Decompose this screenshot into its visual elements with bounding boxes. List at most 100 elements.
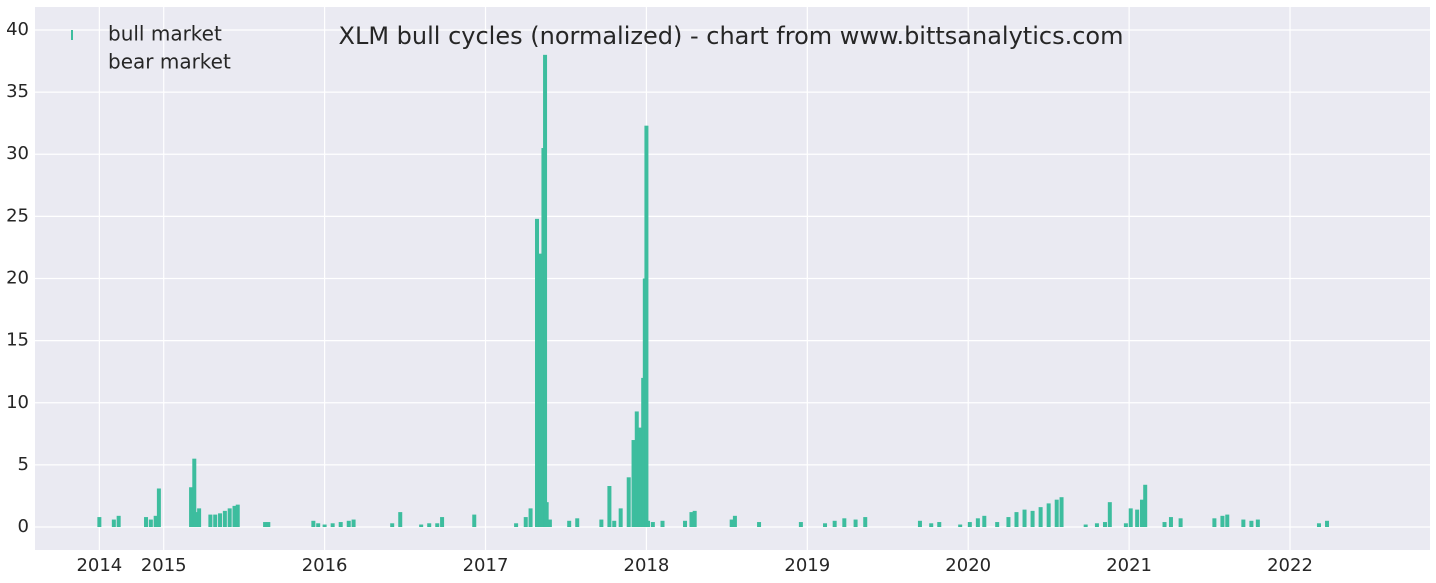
bar [646, 520, 651, 528]
bar [599, 519, 604, 528]
chart-title: XLM bull cycles (normalized) - chart fro… [339, 22, 1124, 50]
bar [193, 512, 198, 528]
bar [222, 510, 227, 528]
bar [618, 508, 623, 528]
y-tick-label: 25 [6, 205, 29, 226]
bar [1030, 510, 1035, 528]
x-tick-label: 2016 [302, 555, 348, 576]
bar [1107, 502, 1112, 528]
bar [1168, 517, 1173, 528]
bar [156, 488, 161, 528]
bar [111, 519, 116, 528]
bar [967, 522, 972, 528]
bar [346, 520, 351, 528]
bar [1006, 517, 1011, 528]
x-tick-label: 2020 [945, 555, 991, 576]
bar [544, 502, 549, 528]
bar [958, 524, 963, 528]
y-tick-label: 5 [18, 454, 29, 475]
bar [97, 517, 102, 528]
bar [153, 515, 158, 528]
bar [1325, 520, 1330, 528]
y-tick-label: 40 [6, 19, 29, 40]
bar [266, 522, 271, 528]
bar [1022, 509, 1027, 528]
bar [528, 508, 533, 528]
bar [729, 519, 734, 528]
bar [637, 427, 642, 528]
bar [316, 523, 321, 528]
bar [1249, 520, 1254, 528]
bar [1316, 523, 1321, 528]
bar [1014, 512, 1019, 528]
legend-swatch [71, 58, 73, 68]
bar [1225, 514, 1230, 528]
x-tick-label: 2014 [76, 555, 122, 576]
bar [1059, 497, 1064, 528]
bar [538, 253, 543, 528]
bar [1102, 522, 1107, 528]
bar [1094, 523, 1099, 528]
bar [1123, 523, 1128, 528]
bar [732, 515, 737, 528]
bar [995, 522, 1000, 528]
bar [757, 522, 762, 528]
bar [390, 523, 395, 528]
x-tick-label: 2015 [141, 555, 187, 576]
bar [634, 411, 639, 528]
bar [1162, 522, 1167, 528]
bar [1046, 503, 1051, 528]
bar [607, 486, 612, 528]
bar [982, 515, 987, 528]
bar [853, 519, 858, 528]
bar [192, 458, 197, 528]
bar [472, 514, 477, 528]
bar [419, 524, 424, 528]
bar [227, 508, 232, 528]
bar [427, 523, 432, 528]
legend-label: bear market [108, 50, 231, 74]
bar [692, 510, 697, 528]
bar [144, 517, 149, 528]
bar [1241, 519, 1246, 528]
x-tick-label: 2018 [624, 555, 670, 576]
bar [1139, 499, 1144, 528]
y-tick-label: 0 [18, 516, 29, 537]
bar [644, 125, 649, 528]
bar [330, 523, 335, 528]
bar [189, 487, 194, 528]
bar [523, 517, 528, 528]
bar [208, 514, 213, 528]
bar [863, 517, 868, 528]
bar [218, 513, 223, 528]
legend-label: bull market [108, 22, 222, 46]
bar [197, 508, 202, 528]
bar [311, 520, 316, 528]
bar [148, 519, 153, 528]
bar [626, 477, 631, 528]
bar [322, 524, 327, 528]
bar [660, 520, 665, 528]
bar [213, 514, 218, 528]
bar [567, 520, 572, 528]
bar [1135, 509, 1140, 528]
y-tick-label: 10 [6, 392, 29, 413]
bar [338, 522, 343, 528]
bar [842, 518, 847, 528]
bar [440, 517, 445, 528]
bar [232, 505, 237, 528]
bar [398, 512, 403, 528]
bar [116, 515, 121, 528]
bar [1255, 519, 1260, 528]
bar [351, 519, 356, 528]
bar [631, 440, 636, 528]
bar [1083, 524, 1088, 528]
bar [683, 520, 688, 528]
legend-swatch [71, 30, 73, 40]
bar [798, 522, 803, 528]
bar [1220, 515, 1225, 528]
y-tick-label: 15 [6, 330, 29, 351]
x-tick-label: 2021 [1106, 555, 1152, 576]
